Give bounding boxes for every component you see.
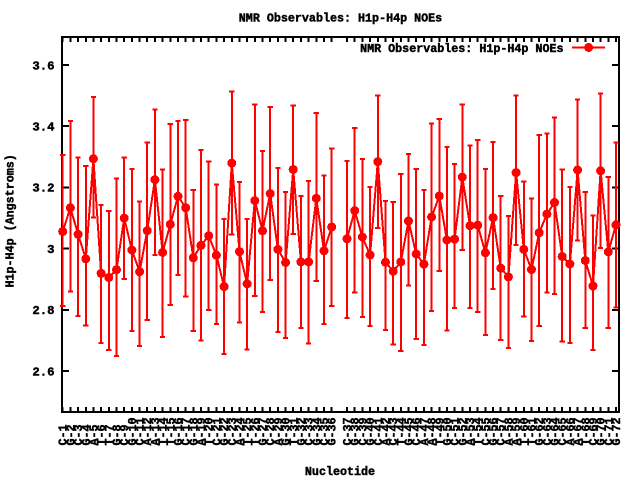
svg-text:A-12: A-12 [141, 417, 155, 445]
svg-text:C-23: C-23 [226, 417, 240, 445]
svg-text:G-64: G-64 [549, 417, 563, 445]
svg-text:T-61: T-61 [525, 417, 539, 445]
svg-text:G-8: G-8 [110, 424, 124, 445]
svg-text:C-21: C-21 [210, 417, 224, 445]
svg-text:Nucleotide: Nucleotide [305, 465, 375, 479]
svg-text:A-67: A-67 [572, 417, 586, 445]
svg-text:G-22: G-22 [218, 417, 232, 445]
svg-text:A-24: A-24 [233, 417, 247, 445]
svg-text:T-49: T-49 [433, 417, 447, 445]
svg-text:G-32: G-32 [295, 417, 309, 445]
svg-text:A-58: A-58 [502, 417, 516, 445]
svg-text:C-1: C-1 [57, 424, 71, 445]
svg-text:G-34: G-34 [310, 417, 324, 445]
svg-text:H1p-H4p (Angstroms): H1p-H4p (Angstroms) [4, 154, 18, 287]
svg-text:C-28: C-28 [264, 417, 278, 445]
svg-text:T-54: T-54 [472, 417, 486, 445]
svg-text:G-70: G-70 [595, 417, 609, 445]
svg-text:G-27: G-27 [257, 417, 271, 445]
svg-text:A-13: A-13 [149, 417, 163, 445]
svg-text:G-50: G-50 [441, 417, 455, 445]
svg-text:C-37: C-37 [341, 417, 355, 445]
svg-text:A-47: A-47 [418, 417, 432, 445]
svg-text:2.8: 2.8 [32, 304, 54, 318]
svg-text:C-43: C-43 [387, 417, 401, 445]
svg-text:G-2: G-2 [64, 424, 78, 445]
svg-text:C-55: C-55 [479, 417, 493, 445]
svg-text:G-4: G-4 [80, 424, 94, 445]
svg-text:C-39: C-39 [356, 417, 370, 445]
svg-text:C-41: C-41 [372, 417, 386, 445]
svg-text:A-29: A-29 [272, 417, 286, 445]
svg-text:T-6: T-6 [95, 424, 109, 445]
svg-text:A-59: A-59 [510, 417, 524, 445]
svg-text:G-30: G-30 [280, 417, 294, 445]
svg-text:C-51: C-51 [449, 417, 463, 445]
svg-text:A-19: A-19 [195, 417, 209, 445]
svg-text:T-7: T-7 [103, 424, 117, 445]
svg-text:C-9: C-9 [118, 424, 132, 445]
svg-text:A-53: A-53 [464, 417, 478, 445]
svg-text:C-63: C-63 [541, 417, 555, 445]
svg-text:NMR Observables: H1p-H4p NOEs: NMR Observables: H1p-H4p NOEs [239, 12, 442, 26]
svg-text:C-33: C-33 [303, 417, 317, 445]
svg-text:3: 3 [47, 243, 54, 257]
svg-text:G-36: G-36 [326, 417, 340, 445]
svg-text:C-35: C-35 [318, 417, 332, 445]
svg-text:T-31: T-31 [287, 417, 301, 445]
svg-text:C-17: C-17 [180, 417, 194, 445]
svg-text:C-57: C-57 [495, 417, 509, 445]
svg-text:G-16: G-16 [172, 417, 186, 445]
svg-text:C-11: C-11 [134, 417, 148, 445]
svg-text:T-14: T-14 [157, 417, 171, 445]
svg-text:T-60: T-60 [518, 417, 532, 445]
svg-text:3.2: 3.2 [32, 182, 54, 196]
svg-text:G-18: G-18 [187, 417, 201, 445]
svg-text:C-69: C-69 [587, 417, 601, 445]
svg-text:3.4: 3.4 [32, 121, 55, 135]
svg-text:A-42: A-42 [379, 417, 393, 445]
svg-text:T-44: T-44 [395, 417, 409, 445]
svg-text:T-68: T-68 [579, 417, 593, 445]
svg-text:G-62: G-62 [533, 417, 547, 445]
svg-text:G-38: G-38 [349, 417, 363, 445]
svg-text:T-15: T-15 [164, 417, 178, 445]
svg-text:T-25: T-25 [241, 417, 255, 445]
svg-text:G-45: G-45 [403, 417, 417, 445]
svg-text:G-52: G-52 [456, 417, 470, 445]
svg-text:C-71: C-71 [602, 417, 616, 445]
svg-text:2.6: 2.6 [32, 365, 54, 379]
svg-text:G-56: G-56 [487, 417, 501, 445]
svg-text:NMR Observables: H1p-H4p NOEs: NMR Observables: H1p-H4p NOEs [360, 42, 563, 56]
svg-text:C-65: C-65 [556, 417, 570, 445]
svg-text:G-10: G-10 [126, 417, 140, 445]
svg-text:A-5: A-5 [87, 424, 101, 445]
svg-text:G-40: G-40 [364, 417, 378, 445]
svg-text:T-26: T-26 [249, 417, 263, 445]
svg-text:T-20: T-20 [203, 417, 217, 445]
svg-text:A-66: A-66 [564, 417, 578, 445]
svg-text:C-46: C-46 [410, 417, 424, 445]
svg-text:G-72: G-72 [610, 417, 624, 445]
svg-text:A-48: A-48 [426, 417, 440, 445]
svg-text:C-3: C-3 [72, 424, 86, 445]
svg-text:3.6: 3.6 [32, 59, 54, 73]
